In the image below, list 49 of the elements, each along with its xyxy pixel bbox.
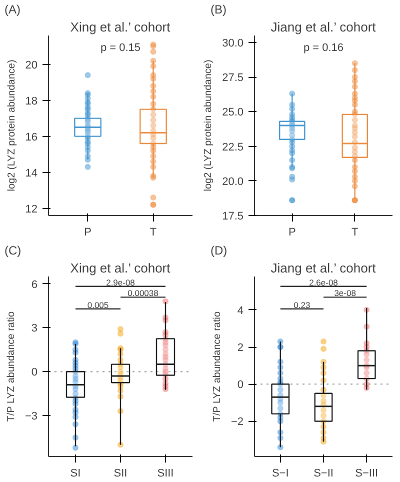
y-axis-title: T/P LYZ abundance ratio bbox=[6, 311, 17, 422]
y-tick-label: 25.0 bbox=[222, 106, 244, 119]
y-tick-label: 20.0 bbox=[222, 176, 244, 188]
y-tick-label: 20 bbox=[25, 59, 38, 72]
y-tick-label: −2 bbox=[230, 416, 244, 428]
x-tick-label: T bbox=[352, 226, 359, 238]
annotation: 0.005 bbox=[87, 300, 109, 310]
y-axis-title: log2 (LYZ protein abundance) bbox=[6, 60, 18, 192]
y-axis-title: T/P LYZ abundance ratio bbox=[212, 311, 223, 422]
annotation: 2.6e-08 bbox=[309, 277, 338, 288]
y-tick-label: 0 bbox=[31, 366, 38, 379]
y-tick-label: 30.0 bbox=[222, 37, 244, 50]
y-tick-label: 2 bbox=[237, 342, 244, 354]
x-tick-label: SI bbox=[70, 468, 81, 480]
y-tick-label: −3 bbox=[24, 410, 38, 423]
annotation: 0.00038 bbox=[128, 288, 159, 298]
y-tick-label: 0 bbox=[237, 379, 244, 392]
annotation: 0.23 bbox=[294, 300, 310, 310]
chart-title: Jiang et al.’ cohort bbox=[270, 260, 376, 276]
x-tick-label: S−II bbox=[314, 468, 334, 480]
x-tick-label: P bbox=[84, 226, 92, 238]
annotation: p = 0.15 bbox=[100, 42, 141, 54]
y-axis-title: log2 (LYZ protein abundance) bbox=[203, 60, 214, 192]
y-tick-label: 22.5 bbox=[222, 141, 244, 154]
x-tick-label: S−III bbox=[355, 468, 378, 480]
y-tick-label: 3 bbox=[31, 322, 38, 335]
y-tick-label: 18 bbox=[25, 95, 38, 108]
y-tick-label: 4 bbox=[237, 304, 244, 317]
chart-title: Xing et al.’ cohort bbox=[70, 20, 171, 34]
text: (C) bbox=[4, 244, 22, 258]
chart-title: Jiang et al.’ cohort bbox=[270, 20, 376, 34]
y-tick-label: 12 bbox=[25, 203, 38, 216]
text: (A) bbox=[4, 2, 20, 16]
annotation: p = 0.16 bbox=[303, 42, 344, 54]
y-tick-label: 16 bbox=[25, 131, 38, 144]
x-tick-label: P bbox=[288, 226, 296, 238]
y-tick-label: 6 bbox=[31, 278, 38, 291]
x-tick-label: SII bbox=[114, 468, 128, 480]
chart-title: Xing et al.’ cohort bbox=[70, 260, 171, 276]
annotation: 2.9e-08 bbox=[106, 277, 136, 288]
x-tick-label: S−I bbox=[272, 468, 289, 480]
y-tick-label: 17.5 bbox=[222, 210, 244, 222]
annotation: 3e-08 bbox=[334, 288, 356, 298]
text: (D) bbox=[210, 244, 228, 258]
text: (B) bbox=[210, 2, 226, 16]
y-tick-label: 14 bbox=[25, 167, 38, 180]
x-tick-label: SIII bbox=[157, 468, 174, 480]
y-tick-label: 27.5 bbox=[222, 72, 244, 84]
x-tick-label: T bbox=[150, 226, 157, 238]
